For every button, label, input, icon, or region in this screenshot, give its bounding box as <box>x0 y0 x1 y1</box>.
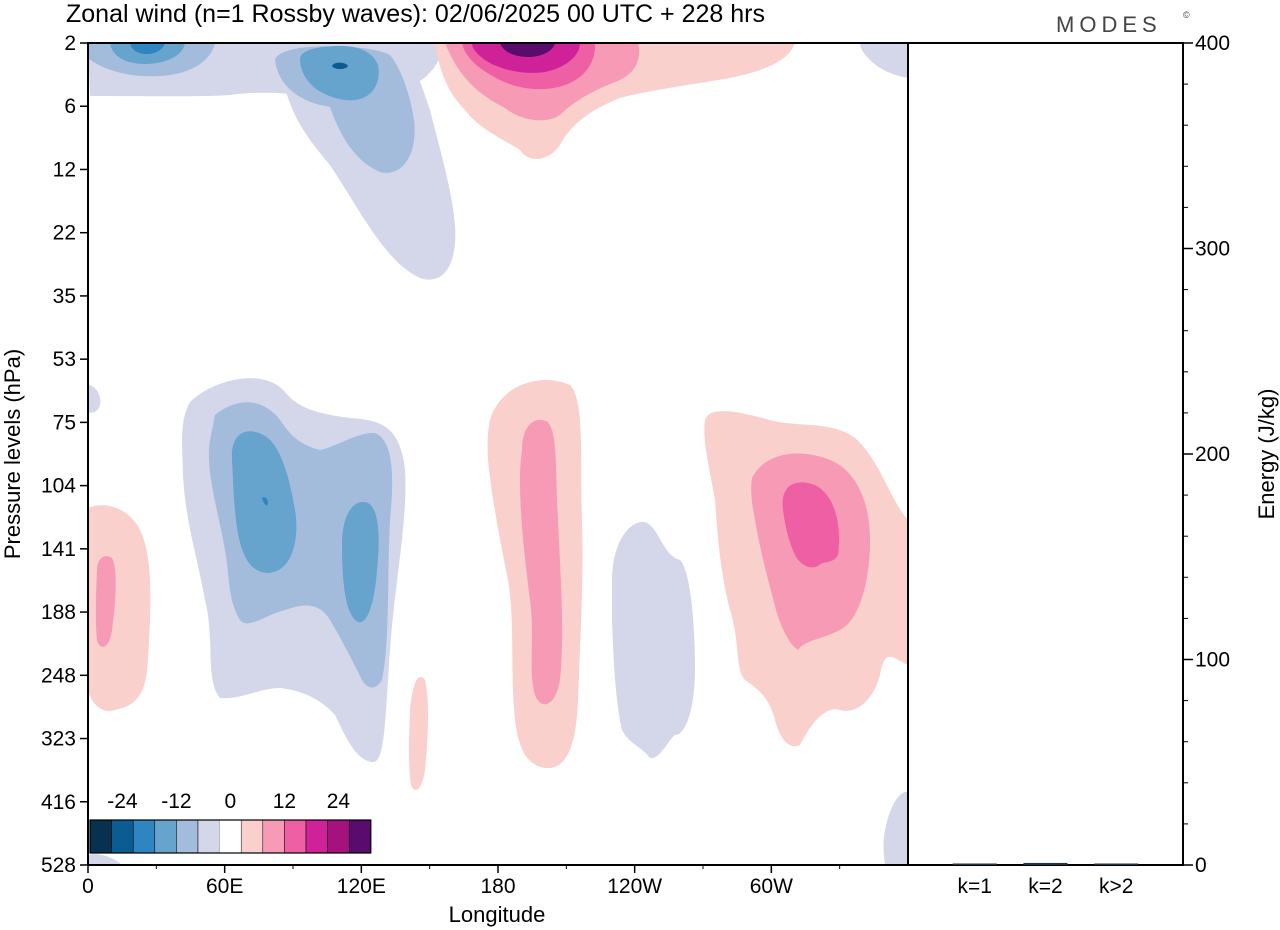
colorbar-label: 0 <box>225 790 237 813</box>
contour-region-6 <box>300 45 379 101</box>
y-tick-label: 35 <box>53 285 76 308</box>
colorbar-swatch-10 <box>284 819 307 854</box>
energy-tick-label: 0 <box>1195 854 1207 877</box>
brand-logo: MODES © <box>1056 10 1190 37</box>
contour-region-28 <box>782 482 840 568</box>
energy-axis: 0 100 200 300 400 <box>1183 32 1230 877</box>
x-axis: 0 60E 120E 180 120W 60W <box>82 865 841 898</box>
y-axis: 2 6 12 22 35 53 75 104 141 188 248 323 416 528 <box>41 32 88 877</box>
contour-region-22 <box>409 676 429 790</box>
energy-plot-frame <box>907 42 1184 866</box>
energy-tick-label: 100 <box>1195 649 1230 672</box>
colorbar-label: -24 <box>107 790 138 813</box>
colorbar: -24 -12 0 12 24 <box>89 790 372 854</box>
energy-tick-label: 400 <box>1195 32 1230 55</box>
energy-bar-label: k=1 <box>958 875 992 898</box>
y-tick-label: 22 <box>53 222 76 245</box>
chart-title: Zonal wind (n=1 Rossby waves): 02/06/202… <box>66 0 765 28</box>
colorbar-swatch-11 <box>305 819 328 854</box>
colorbar-swatch-6 <box>197 819 220 854</box>
y-axis-label: Pressure levels (hPa) <box>0 349 25 559</box>
y-tick-label: 6 <box>64 95 76 118</box>
x-tick-label: 120E <box>337 875 386 898</box>
colorbar-swatch-3 <box>132 819 156 854</box>
colorbar-label: -12 <box>161 790 191 813</box>
energy-bar-label: k>2 <box>1099 875 1133 898</box>
x-axis-label: Longitude <box>449 902 546 927</box>
contour-region-7 <box>130 43 165 54</box>
contour-region-19 <box>262 497 268 506</box>
colorbar-swatch-13 <box>348 819 372 854</box>
colorbar-label: 12 <box>273 790 296 813</box>
x-tick-label: 60E <box>206 875 243 898</box>
brand-mark: © <box>1183 10 1190 20</box>
colorbar-swatch-7 <box>219 820 242 853</box>
y-tick-label: 53 <box>53 348 76 371</box>
y-tick-label: 12 <box>53 158 76 181</box>
energy-tick-label: 300 <box>1195 238 1230 261</box>
brand-text: MODES <box>1056 12 1162 37</box>
colorbar-swatch-9 <box>262 819 285 854</box>
y-tick-label: 528 <box>41 854 76 877</box>
colorbar-frame <box>89 819 372 854</box>
colorbar-swatch-1 <box>89 819 112 854</box>
y-tick-label: 141 <box>41 538 76 561</box>
energy-bar-k2 <box>1094 863 1139 865</box>
energy-tick-label: 200 <box>1195 443 1230 466</box>
y-tick-label: 104 <box>41 475 76 498</box>
colorbar-swatch-2 <box>111 819 134 854</box>
colorbar-swatch-5 <box>176 819 199 854</box>
energy-bar-k1 <box>952 863 997 865</box>
energy-axis-label: Energy (J/kg) <box>1254 389 1279 520</box>
contour-region-8 <box>332 62 348 69</box>
contour-region-31 <box>88 854 122 865</box>
y-tick-label: 416 <box>41 791 76 814</box>
contour-region-30 <box>860 43 908 78</box>
y-tick-label: 188 <box>41 601 76 624</box>
contour-region-25 <box>612 521 695 759</box>
x-tick-label: 60W <box>750 875 793 898</box>
colorbar-swatch-4 <box>154 819 177 854</box>
energy-bar-label: k=2 <box>1028 875 1062 898</box>
contour-region-12 <box>472 43 580 73</box>
contour-region-14 <box>88 385 101 413</box>
y-tick-label: 323 <box>41 728 76 751</box>
energy-bars: k=1 k=2 k>2 <box>952 862 1139 898</box>
y-tick-label: 2 <box>64 32 76 55</box>
contour-field <box>88 43 908 865</box>
x-tick-label: 120W <box>607 875 662 898</box>
contour-region-18 <box>342 502 379 623</box>
colorbar-label: 24 <box>327 790 351 813</box>
contour-region-29 <box>883 791 908 865</box>
energy-bar-k2 <box>1023 862 1068 865</box>
x-tick-label: 0 <box>82 875 94 898</box>
x-tick-label: 180 <box>480 875 515 898</box>
colorbar-swatch-8 <box>240 819 264 854</box>
contour-region-24 <box>520 419 563 705</box>
y-tick-label: 75 <box>53 411 76 434</box>
contour-region-21 <box>95 556 116 647</box>
y-tick-label: 248 <box>41 664 76 687</box>
contour-region-13 <box>500 43 555 57</box>
colorbar-swatch-12 <box>327 819 350 854</box>
